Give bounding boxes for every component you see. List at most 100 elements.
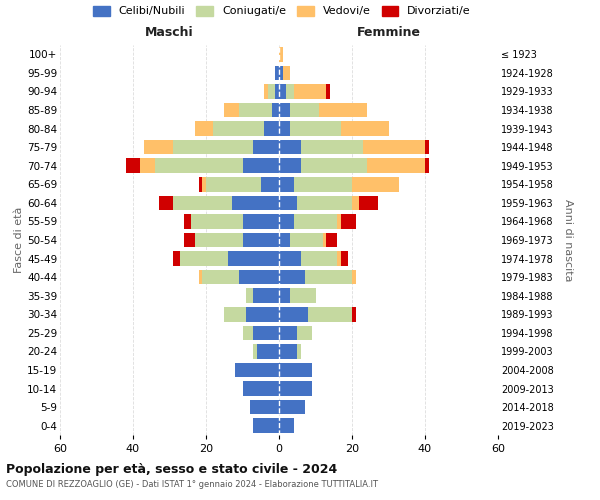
Bar bbox=[319, 103, 367, 117]
Bar bbox=[140, 158, 155, 173]
Bar bbox=[268, 84, 275, 98]
Bar bbox=[279, 418, 293, 433]
Bar bbox=[279, 140, 301, 154]
Bar bbox=[126, 158, 140, 173]
Bar bbox=[279, 288, 290, 303]
Bar bbox=[235, 363, 279, 377]
Bar bbox=[250, 400, 279, 414]
Bar bbox=[246, 307, 279, 322]
Bar bbox=[352, 270, 356, 284]
Bar bbox=[279, 233, 290, 247]
Bar bbox=[308, 307, 352, 322]
Bar bbox=[337, 214, 341, 228]
Bar bbox=[272, 103, 279, 117]
Bar bbox=[239, 270, 279, 284]
Bar bbox=[279, 214, 293, 228]
Bar bbox=[242, 326, 253, 340]
Bar bbox=[265, 84, 268, 98]
Bar bbox=[279, 122, 290, 136]
Bar bbox=[279, 326, 297, 340]
Bar bbox=[279, 84, 286, 98]
Bar bbox=[293, 214, 337, 228]
Bar bbox=[337, 252, 341, 266]
Bar bbox=[181, 252, 228, 266]
Bar bbox=[253, 344, 257, 358]
Bar bbox=[283, 66, 290, 80]
Bar bbox=[173, 252, 181, 266]
Bar bbox=[155, 158, 242, 173]
Bar bbox=[279, 66, 283, 80]
Bar bbox=[195, 233, 242, 247]
Bar bbox=[290, 288, 316, 303]
Bar bbox=[232, 196, 279, 210]
Bar bbox=[301, 140, 363, 154]
Bar bbox=[253, 288, 279, 303]
Legend: Celibi/Nubili, Coniugati/e, Vedovi/e, Divorziati/e: Celibi/Nubili, Coniugati/e, Vedovi/e, Di… bbox=[93, 6, 471, 16]
Bar bbox=[261, 177, 279, 192]
Bar bbox=[352, 307, 356, 322]
Bar bbox=[305, 270, 352, 284]
Bar bbox=[144, 140, 173, 154]
Bar bbox=[265, 122, 279, 136]
Bar bbox=[279, 252, 301, 266]
Bar bbox=[301, 252, 337, 266]
Bar bbox=[275, 66, 279, 80]
Bar bbox=[326, 233, 337, 247]
Text: Maschi: Maschi bbox=[145, 26, 194, 40]
Bar bbox=[195, 122, 214, 136]
Bar bbox=[323, 233, 326, 247]
Text: Popolazione per età, sesso e stato civile - 2024: Popolazione per età, sesso e stato civil… bbox=[6, 462, 337, 475]
Bar bbox=[341, 214, 356, 228]
Text: Femmine: Femmine bbox=[356, 26, 421, 40]
Bar bbox=[242, 158, 279, 173]
Bar bbox=[275, 84, 279, 98]
Y-axis label: Fasce di età: Fasce di età bbox=[14, 207, 24, 273]
Bar bbox=[239, 103, 272, 117]
Bar bbox=[341, 122, 389, 136]
Bar bbox=[279, 103, 290, 117]
Bar bbox=[242, 233, 279, 247]
Y-axis label: Anni di nascita: Anni di nascita bbox=[563, 198, 573, 281]
Bar bbox=[326, 84, 330, 98]
Bar bbox=[199, 270, 202, 284]
Bar bbox=[279, 270, 305, 284]
Bar bbox=[297, 196, 352, 210]
Bar bbox=[290, 233, 323, 247]
Bar bbox=[253, 326, 279, 340]
Text: COMUNE DI REZZOAGLIO (GE) - Dati ISTAT 1° gennaio 2024 - Elaborazione TUTTITALIA: COMUNE DI REZZOAGLIO (GE) - Dati ISTAT 1… bbox=[6, 480, 378, 489]
Bar bbox=[297, 344, 301, 358]
Bar bbox=[206, 177, 261, 192]
Bar bbox=[191, 214, 242, 228]
Bar bbox=[246, 288, 253, 303]
Bar bbox=[173, 140, 253, 154]
Bar bbox=[224, 307, 246, 322]
Bar bbox=[279, 382, 312, 396]
Bar bbox=[359, 196, 377, 210]
Bar bbox=[158, 196, 173, 210]
Bar bbox=[213, 122, 265, 136]
Bar bbox=[363, 140, 425, 154]
Bar bbox=[301, 158, 367, 173]
Bar bbox=[279, 400, 305, 414]
Bar bbox=[228, 252, 279, 266]
Bar bbox=[425, 140, 428, 154]
Bar bbox=[425, 158, 428, 173]
Bar bbox=[279, 307, 308, 322]
Bar bbox=[279, 158, 301, 173]
Bar bbox=[202, 177, 206, 192]
Bar bbox=[290, 103, 319, 117]
Bar bbox=[242, 382, 279, 396]
Bar bbox=[286, 84, 293, 98]
Bar bbox=[253, 140, 279, 154]
Bar bbox=[173, 196, 232, 210]
Bar bbox=[279, 363, 312, 377]
Bar bbox=[290, 122, 341, 136]
Bar bbox=[293, 84, 326, 98]
Bar bbox=[184, 233, 195, 247]
Bar bbox=[279, 177, 293, 192]
Bar bbox=[242, 214, 279, 228]
Bar bbox=[184, 214, 191, 228]
Bar bbox=[224, 103, 239, 117]
Bar bbox=[199, 177, 202, 192]
Bar bbox=[279, 344, 297, 358]
